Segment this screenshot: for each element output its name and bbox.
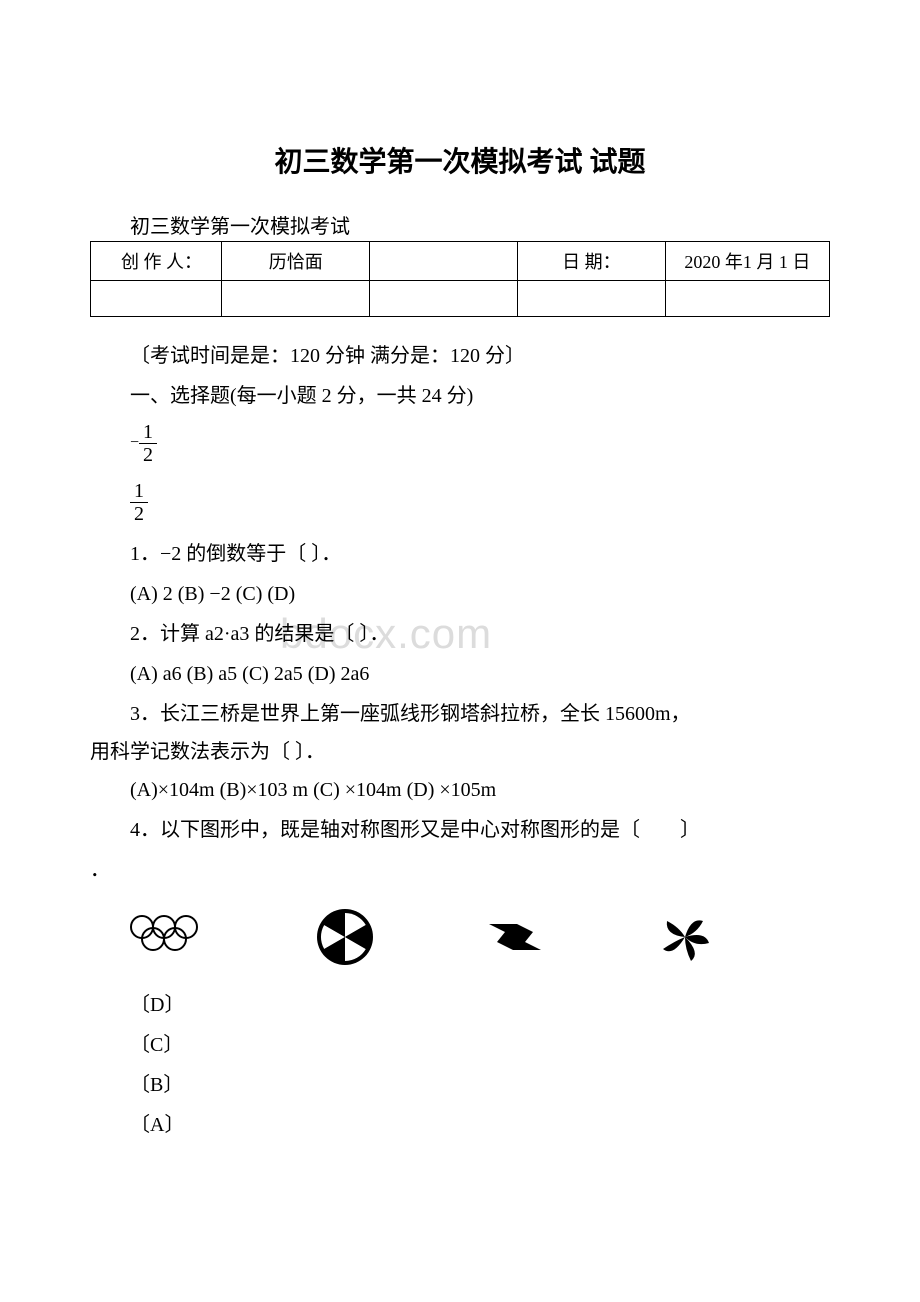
meta-table: 创 作 人： 历恰面 日 期： 2020 年1 月 1 日 (90, 241, 830, 317)
s-logo-icon (483, 912, 547, 962)
q4-letter-a: 〔A〕 (130, 1105, 830, 1145)
rings-icon (130, 915, 220, 960)
figure-olympic-rings (130, 907, 220, 967)
q2-options: (A) a6 (B) a5 (C) 2a5 (D) 2a6 (130, 655, 830, 693)
q3-line1: 3．长江三桥是世界上第一座弧线形钢塔斜拉桥，全长 15600m， (130, 703, 691, 725)
table-row (91, 281, 830, 317)
q2-stem: 2．计算 a2·a3 的结果是〔 〕． (130, 615, 830, 653)
q4-letter-b: 〔B〕 (130, 1065, 830, 1105)
subtitle: 初三数学第一次模拟考试 (130, 210, 830, 239)
figure-s-logo (470, 907, 560, 967)
q1-options: (A) 2 (B) −2 (C) (D) (130, 575, 830, 613)
q4-stem: 4．以下图形中，既是轴对称图形又是中心对称图形的是〔 〕 (130, 811, 830, 849)
q3-options: (A)×104m (B)×103 m (C) ×104m (D) ×105m (130, 771, 830, 809)
table-row: 创 作 人： 历恰面 日 期： 2020 年1 月 1 日 (91, 242, 830, 281)
fraction-neg-half: −12 (130, 417, 830, 470)
q1-stem: 1．−2 的倒数等于〔 〕． (130, 535, 830, 573)
hexagon-icon (315, 907, 375, 967)
q4-letter-d: 〔D〕 (130, 985, 830, 1025)
fraction: 12 (130, 480, 148, 525)
figure-hexagon-flower (300, 907, 390, 967)
q4-letter-c: 〔C〕 (130, 1025, 830, 1065)
page-title: 初三数学第一次模拟考试 试题 (90, 140, 830, 180)
numerator: 1 (139, 421, 157, 444)
cell-date-value: 2020 年1 月 1 日 (665, 242, 829, 281)
cell-blank (91, 281, 222, 317)
document-content: 初三数学第一次模拟考试 试题 初三数学第一次模拟考试 创 作 人： 历恰面 日 … (90, 140, 830, 1145)
neg-sign: − (130, 434, 139, 451)
cell-blank (665, 281, 829, 317)
denominator: 2 (130, 503, 148, 525)
cell-blank (517, 281, 665, 317)
cell-date-label: 日 期： (517, 242, 665, 281)
numerator: 1 (130, 480, 148, 503)
bauhinia-icon (655, 907, 715, 967)
fraction: 12 (139, 421, 157, 466)
section-heading: 一、选择题(每一小题 2 分，一共 24 分) (130, 377, 830, 415)
fraction-half: 12 (130, 476, 830, 529)
denominator: 2 (139, 444, 157, 466)
cell-blank (222, 281, 370, 317)
cell-blank (370, 242, 518, 281)
exam-info: 〔考试时间是是：120 分钟 满分是：120 分〕 (130, 337, 830, 375)
q4-stem2: ． (90, 851, 830, 889)
cell-author-label: 创 作 人： (91, 242, 222, 281)
q3-line2: 用科学记数法表示为〔 〕． (90, 733, 325, 771)
q3-block: 3．长江三桥是世界上第一座弧线形钢塔斜拉桥，全长 15600m， 用科学记数法表… (130, 695, 830, 771)
figure-bauhinia (640, 907, 730, 967)
cell-author-value: 历恰面 (222, 242, 370, 281)
cell-blank (370, 281, 518, 317)
symmetry-figures (130, 907, 830, 967)
